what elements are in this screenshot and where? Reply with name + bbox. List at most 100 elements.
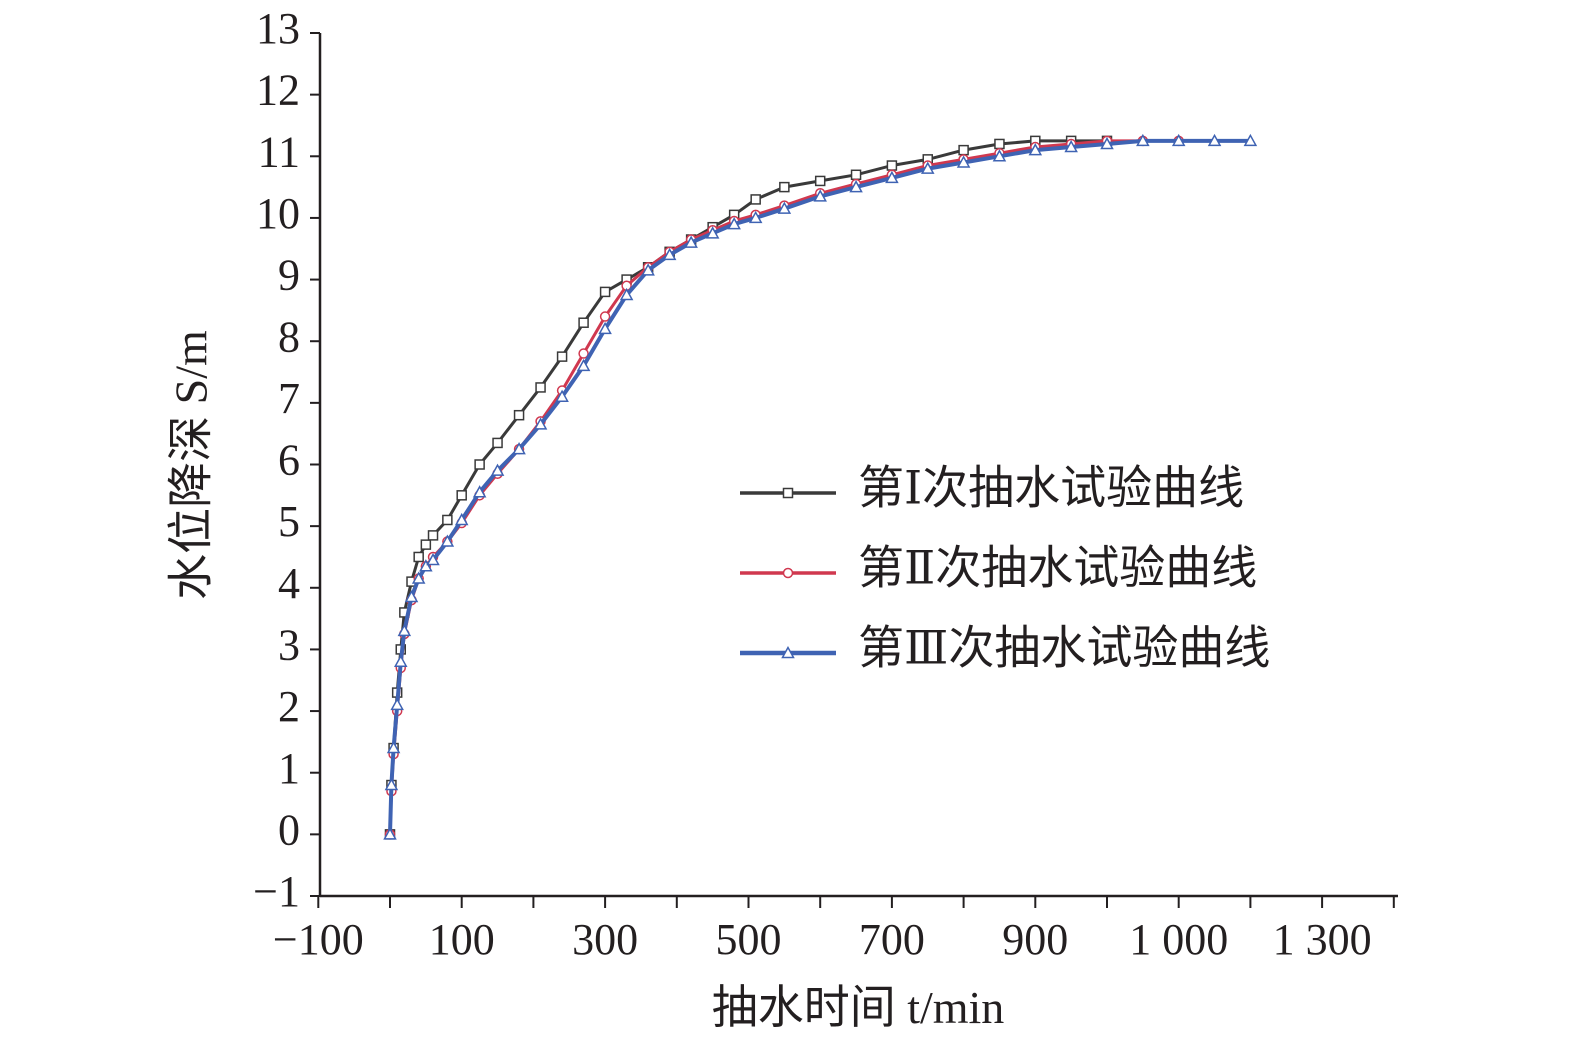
data-point <box>1136 133 1150 147</box>
legend-label: 第Ⅰ次抽水试验曲线 <box>858 463 1244 514</box>
legend-label: 第Ⅱ次抽水试验曲线 <box>858 543 1257 594</box>
data-point <box>512 442 526 455</box>
data-point <box>419 559 433 572</box>
y-tick-label: 9 <box>278 251 300 300</box>
data-point <box>956 155 971 168</box>
data-point <box>1064 139 1078 153</box>
y-tick-label: 6 <box>278 436 300 485</box>
data-point <box>397 623 412 637</box>
data-point <box>474 459 485 470</box>
data-point <box>578 348 589 359</box>
data-point <box>472 485 487 498</box>
data-point <box>383 827 397 840</box>
data-point <box>578 317 589 328</box>
x-tick-label: 1 000 <box>1129 915 1228 964</box>
x-tick-label: 300 <box>572 915 638 964</box>
y-tick-label: 11 <box>258 127 300 176</box>
data-point <box>535 382 546 393</box>
data-point <box>413 551 424 563</box>
y-tick-label: 13 <box>256 4 300 53</box>
legend-item-1: 第Ⅰ次抽水试验曲线 <box>740 463 1244 514</box>
data-point <box>598 321 612 335</box>
y-axis-title: 水位降深 S/m <box>166 330 217 600</box>
y-tick-label: 2 <box>278 682 300 731</box>
series-line <box>388 138 1253 837</box>
data-point <box>885 170 899 184</box>
data-point <box>662 247 677 261</box>
legend-item-3: 第Ⅲ次抽水试验曲线 <box>740 623 1270 674</box>
data-point <box>849 180 863 193</box>
data-point <box>555 389 569 402</box>
x-tick-label: 500 <box>716 915 782 964</box>
y-tick-label: 4 <box>278 559 300 608</box>
legend-marker <box>782 567 794 579</box>
data-point <box>814 175 826 187</box>
y-tick-label: 7 <box>278 374 300 423</box>
data-point <box>492 437 503 449</box>
data-point <box>440 534 455 547</box>
data-point <box>886 160 898 171</box>
x-tick-label: 100 <box>429 915 495 964</box>
data-point <box>427 530 439 541</box>
data-point <box>599 286 611 298</box>
legend-item-2: 第Ⅱ次抽水试验曲线 <box>740 543 1257 594</box>
data-point <box>454 512 469 526</box>
data-point <box>533 417 548 430</box>
data-point <box>390 697 404 711</box>
y-tick-label: 3 <box>278 621 300 670</box>
x-tick-label: −100 <box>273 915 364 964</box>
x-tick-label: 900 <box>1002 915 1068 964</box>
data-point <box>420 539 432 550</box>
plot-area <box>383 133 1258 840</box>
data-point <box>404 589 419 603</box>
data-point <box>513 409 525 421</box>
data-point <box>490 463 505 476</box>
data-point <box>556 351 568 362</box>
data-point <box>684 235 698 248</box>
data-point <box>641 263 655 276</box>
data-point <box>850 169 862 181</box>
y-tick-label: 12 <box>256 66 300 115</box>
legend-label: 第Ⅲ次抽水试验曲线 <box>858 623 1270 674</box>
data-point <box>1207 133 1222 147</box>
data-point <box>992 149 1007 162</box>
data-point <box>994 138 1005 150</box>
series-3 <box>383 133 1258 840</box>
data-point <box>1243 133 1258 147</box>
data-point <box>442 514 453 526</box>
data-point <box>456 490 467 501</box>
legend-marker <box>782 487 794 499</box>
y-tick-label: 5 <box>278 497 300 546</box>
y-tick-label: 10 <box>256 189 300 238</box>
data-point <box>705 226 720 239</box>
data-point <box>750 194 761 205</box>
data-point <box>958 144 969 156</box>
y-tick-label: 0 <box>278 805 300 854</box>
data-point <box>1028 143 1043 156</box>
y-tick-label: −1 <box>253 867 300 916</box>
data-point <box>411 571 426 584</box>
data-point <box>727 217 741 230</box>
data-point <box>576 358 591 372</box>
data-point <box>393 654 408 668</box>
x-axis-title: 抽水时间 t/min <box>712 982 1005 1033</box>
data-point <box>1171 133 1186 147</box>
data-point <box>384 777 399 791</box>
data-point <box>777 201 792 214</box>
x-tick-label: 700 <box>859 915 925 964</box>
data-point <box>386 741 401 754</box>
y-tick-label: 1 <box>278 744 300 793</box>
data-point <box>813 189 827 202</box>
data-point <box>920 161 935 174</box>
x-tick-label: 1 300 <box>1273 915 1372 964</box>
data-point <box>619 287 634 301</box>
y-tick-label: 8 <box>278 312 300 361</box>
data-point <box>779 181 790 193</box>
data-point <box>748 210 763 224</box>
data-point <box>426 552 440 566</box>
legend-marker <box>781 645 795 659</box>
data-point <box>599 311 611 322</box>
